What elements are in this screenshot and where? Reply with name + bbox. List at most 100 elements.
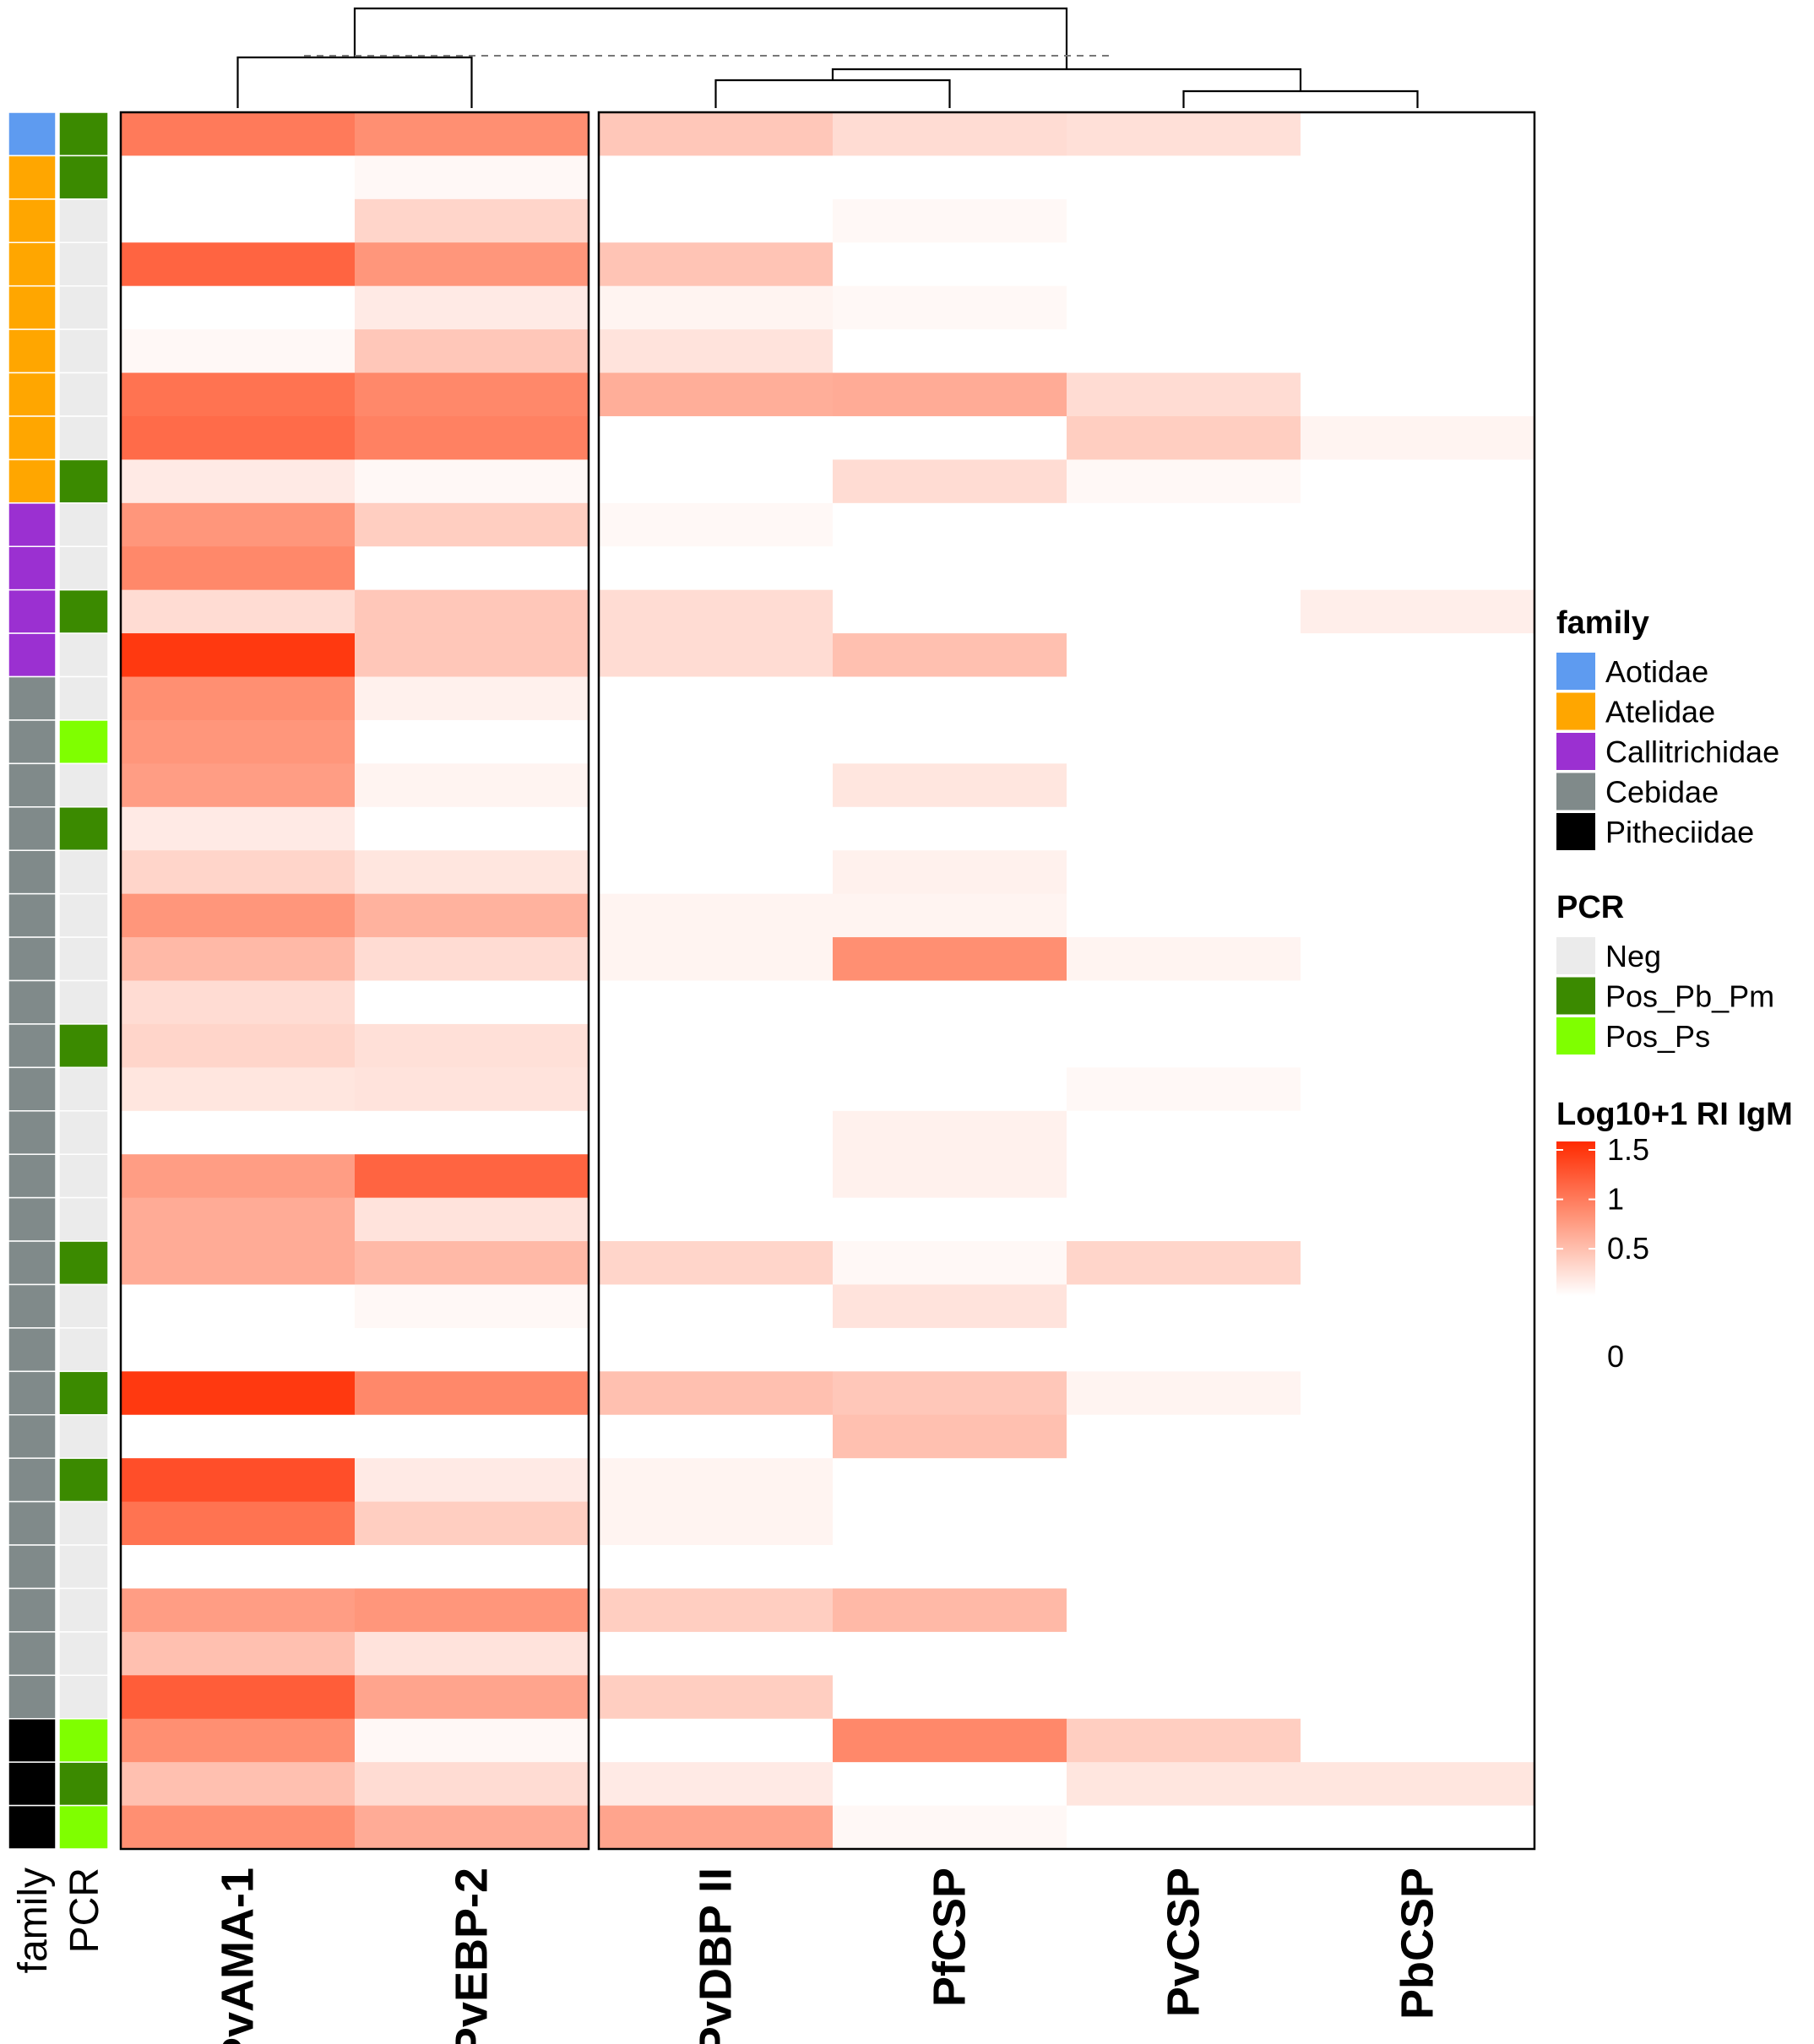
heatmap-cell: [833, 502, 1067, 547]
heatmap-cell: [355, 415, 589, 460]
heatmap-cell: [599, 1501, 833, 1546]
pcr-annotation-cell: [58, 1110, 109, 1155]
heatmap-cell: [1067, 980, 1301, 1025]
heatmap-cell: [599, 806, 833, 851]
row-annotations: [8, 111, 109, 1850]
family-annotation-cell: [8, 502, 57, 548]
dendrogram-branch: [1182, 89, 1419, 108]
heatmap-cell: [599, 242, 833, 287]
family-annotation-cell: [8, 1631, 57, 1677]
heatmap-cell: [599, 285, 833, 330]
pcr-annotation-cell: [58, 1240, 109, 1286]
heatmap-cell: [121, 1545, 355, 1589]
pcr-annotation-cell: [58, 1023, 109, 1069]
heatmap-cell: [833, 198, 1067, 243]
heatmap-cell: [599, 1284, 833, 1329]
heatmap-cell: [1301, 1327, 1534, 1372]
pcr-annotation-label: PCR: [62, 1868, 107, 1953]
heatmap-cell: [121, 415, 355, 460]
heatmap-cell: [121, 285, 355, 330]
dendrogram-branch: [714, 79, 951, 108]
dendrogram-branch: [353, 7, 1068, 69]
heatmap-cell: [121, 329, 355, 374]
pcr-annotation-cell: [58, 1761, 109, 1807]
heatmap-cell: [355, 329, 589, 374]
heatmap-cell: [121, 1197, 355, 1242]
group-frame-2: [597, 111, 1536, 1851]
column-dendrogram: [236, 7, 1419, 108]
heatmap-cell: [833, 806, 1067, 851]
heatmap-cell: [355, 633, 589, 678]
heatmap-cell: [833, 1458, 1067, 1503]
family-legend-swatch: [1556, 773, 1595, 811]
heatmap-cell: [833, 242, 1067, 287]
heatmap-cell: [599, 1197, 833, 1242]
family-legend-swatch: [1556, 733, 1595, 770]
family-annotation-cell: [8, 241, 57, 287]
column-label: PvCSP: [1159, 1868, 1209, 2017]
heatmap-cell: [1067, 1501, 1301, 1546]
pcr-legend-item-label: Pos_Ps: [1605, 1019, 1710, 1054]
heatmap-cell: [121, 112, 355, 156]
heatmap-cell: [1301, 806, 1534, 851]
heatmap-cell: [833, 1371, 1067, 1416]
heatmap-cell: [833, 1588, 1067, 1633]
heatmap-cell: [1301, 112, 1534, 156]
scale-tick-label: 0.5: [1607, 1231, 1649, 1266]
heatmap-cell: [833, 112, 1067, 156]
pcr-annotation-cell: [58, 1804, 109, 1850]
heatmap-cell: [599, 1545, 833, 1589]
pcr-annotation-cell: [58, 979, 109, 1025]
heatmap-cell: [355, 155, 589, 200]
heatmap-cell: [121, 937, 355, 981]
family-legend-swatch: [1556, 653, 1595, 690]
family-annotation-cell: [8, 632, 57, 678]
heatmap-cell: [1067, 1154, 1301, 1199]
pcr-legend-item-label: Pos_Pb_Pm: [1605, 979, 1774, 1014]
heatmap-cell: [1067, 893, 1301, 938]
column-label: PvDBP II: [691, 1868, 741, 2044]
heatmap-cell: [833, 893, 1067, 938]
heatmap-cell: [121, 198, 355, 243]
heatmap-cell: [1067, 1023, 1301, 1068]
heatmap-cell: [599, 893, 833, 938]
heatmap-cell: [355, 589, 589, 634]
pcr-annotation-cell: [58, 675, 109, 721]
pcr-annotation-cell: [58, 415, 109, 461]
pcr-legend-swatch: [1556, 937, 1595, 974]
heatmap-cell: [121, 850, 355, 895]
heatmap-cell: [833, 1805, 1067, 1850]
pcr-annotation-cell: [58, 1153, 109, 1199]
heatmap-cell: [1301, 980, 1534, 1025]
family-annotation-cell: [8, 936, 57, 982]
heatmap-cell: [121, 372, 355, 417]
heatmap-cell: [599, 589, 833, 634]
heatmap-cell: [1301, 1631, 1534, 1676]
heatmap-cell: [833, 1718, 1067, 1763]
heatmap-cell: [121, 1110, 355, 1155]
heatmap-cell: [355, 1241, 589, 1285]
pcr-annotation-cell: [58, 936, 109, 982]
heatmap-cell: [1067, 329, 1301, 374]
heatmap-cell: [833, 633, 1067, 678]
family-annotation-cell: [8, 1327, 57, 1373]
heatmap-cell: [355, 285, 589, 330]
column-labels: PvAMA-1 PvEBP-2 PvDBP II PfCSP PvCSP PbCSP: [213, 1868, 1443, 2044]
heatmap-cell: [1301, 198, 1534, 243]
heatmap-cell: [121, 459, 355, 504]
heatmap-cell: [121, 1154, 355, 1199]
heatmap-cell: [599, 502, 833, 547]
heatmap-cell: [833, 546, 1067, 591]
heatmap-cell: [1301, 372, 1534, 417]
heatmap-cell: [599, 676, 833, 721]
pcr-annotation-cell: [58, 198, 109, 244]
heatmap-cell: [1301, 937, 1534, 981]
heatmap-cell: [121, 589, 355, 634]
heatmap-cell: [1301, 155, 1534, 200]
heatmap-cell: [599, 1588, 833, 1633]
legends: family Aotidae Atelidae Callitrichidae Cebid…: [1556, 605, 1793, 1374]
pcr-annotation-cell: [58, 1370, 109, 1416]
family-annotation-cell: [8, 1587, 57, 1633]
family-legend-item-label: Cebidae: [1605, 775, 1719, 810]
heatmap-cell: [1301, 1675, 1534, 1720]
